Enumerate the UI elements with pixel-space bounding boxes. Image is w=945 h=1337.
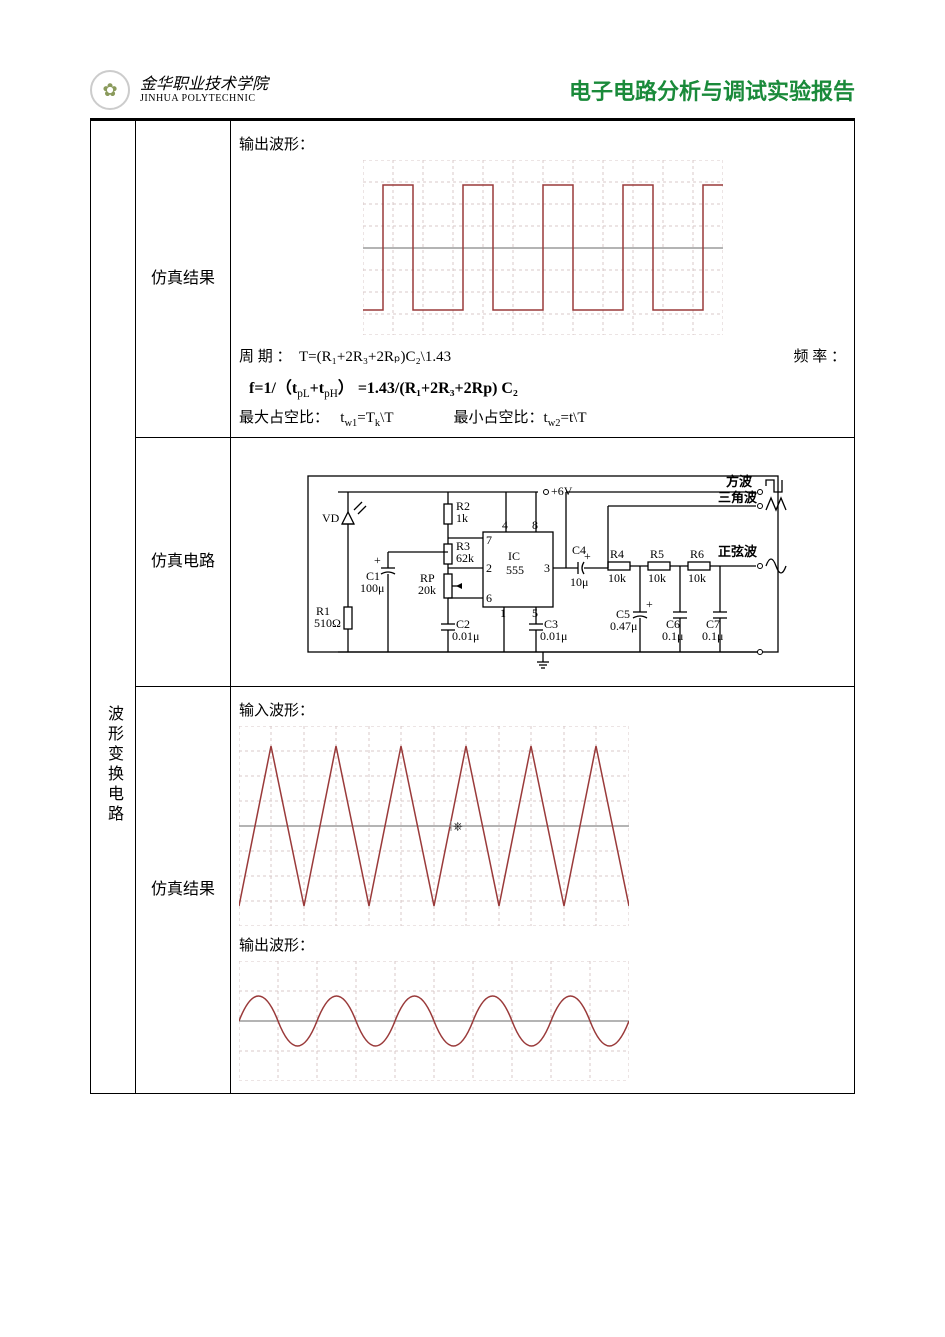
svg-text:1k: 1k [456,511,468,525]
svg-text:0.1μ: 0.1μ [702,629,723,643]
svg-text:510Ω: 510Ω [314,616,341,630]
output-waveform-label-2: 输出波形： [239,934,846,955]
institution-name-cn: 金华职业技术学院 [140,76,268,94]
row1-content: 输出波形： [237,125,848,433]
svg-text:1: 1 [500,606,506,620]
input-waveform-label: 输入波形： [239,699,846,720]
svg-text:0.01μ: 0.01μ [452,629,479,643]
svg-text:正弦波: 正弦波 [718,544,758,559]
institution-name-en: JINHUA POLYTECHNIC [140,93,268,104]
row2b-label: 仿真结果 [136,687,231,1094]
svg-text:4: 4 [502,518,508,532]
duty-min-label: 最小占空比： [454,410,544,426]
svg-text:+: + [584,549,591,563]
svg-text:555: 555 [506,563,524,577]
page-header: ✿ 金华职业技术学院 JINHUA POLYTECHNIC 电子电路分析与调试实… [90,70,855,110]
svg-text:7: 7 [486,533,492,547]
freq-formula: f=1/（tpL+tpH） =1.43/(R₁+2R₃+2Rp) C₂ [249,374,846,400]
row2b-content: 输入波形： ⎈ [237,691,848,1089]
square-wave-plot [363,160,723,335]
svg-text:10k: 10k [608,571,626,585]
institution-logo: ✿ [90,70,130,110]
duty-row: 最大占空比： tw1=Tk\T 最小占空比：tw2=t\T [239,406,846,429]
svg-text:3: 3 [544,561,550,575]
svg-text:0.01μ: 0.01μ [540,629,567,643]
supply-label: +6V [551,484,573,498]
svg-text:三角波: 三角波 [718,490,758,505]
svg-text:10μ: 10μ [570,575,588,589]
row1-label: 仿真结果 [136,121,231,438]
svg-text:0.1μ: 0.1μ [662,629,683,643]
svg-text:R4: R4 [610,547,624,561]
svg-text:0.47μ: 0.47μ [610,619,637,633]
period-label: 周 期 ： [239,349,292,365]
report-table: 仿真结果 输出波形： [90,120,855,1094]
row2a-label: 仿真电路 [136,438,231,687]
svg-text:5: 5 [532,606,538,620]
svg-text:100μ: 100μ [360,581,384,595]
svg-text:10k: 10k [688,571,706,585]
svg-text:IC: IC [508,549,520,563]
svg-text:62k: 62k [456,551,474,565]
svg-text:10k: 10k [648,571,666,585]
svg-text:8: 8 [532,518,538,532]
freq-label: 频 率 ： [793,345,846,366]
svg-text:20k: 20k [418,583,436,597]
circuit-schematic: +6V VD R1 510Ω [288,452,798,672]
svg-text:R5: R5 [650,547,664,561]
svg-text:⎈: ⎈ [453,819,463,833]
output-waveform-label: 输出波形： [239,133,846,154]
period-formula: T=(R₁+2R₃+2Rₚ)C₂\1.43 [299,349,451,365]
svg-text:方波: 方波 [726,474,753,489]
svg-text:+: + [646,597,653,611]
svg-text:6: 6 [486,591,492,605]
row2-group-label: 波形变换电路 [101,705,125,825]
svg-text:VD: VD [322,511,340,525]
svg-text:2: 2 [486,561,492,575]
institution-block: 金华职业技术学院 JINHUA POLYTECHNIC [140,76,268,105]
sine-wave-plot [239,961,629,1081]
triangle-wave-plot: ⎈ [239,726,629,926]
document-title: 电子电路分析与调试实验报告 [569,74,855,106]
period-freq-row: 周 期 ： T=(R₁+2R₃+2Rₚ)C₂\1.43 频 率 ： [239,345,846,366]
duty-max-label: 最大占空比： [239,410,329,426]
svg-text:R6: R6 [690,547,704,561]
svg-text:+: + [374,553,381,567]
